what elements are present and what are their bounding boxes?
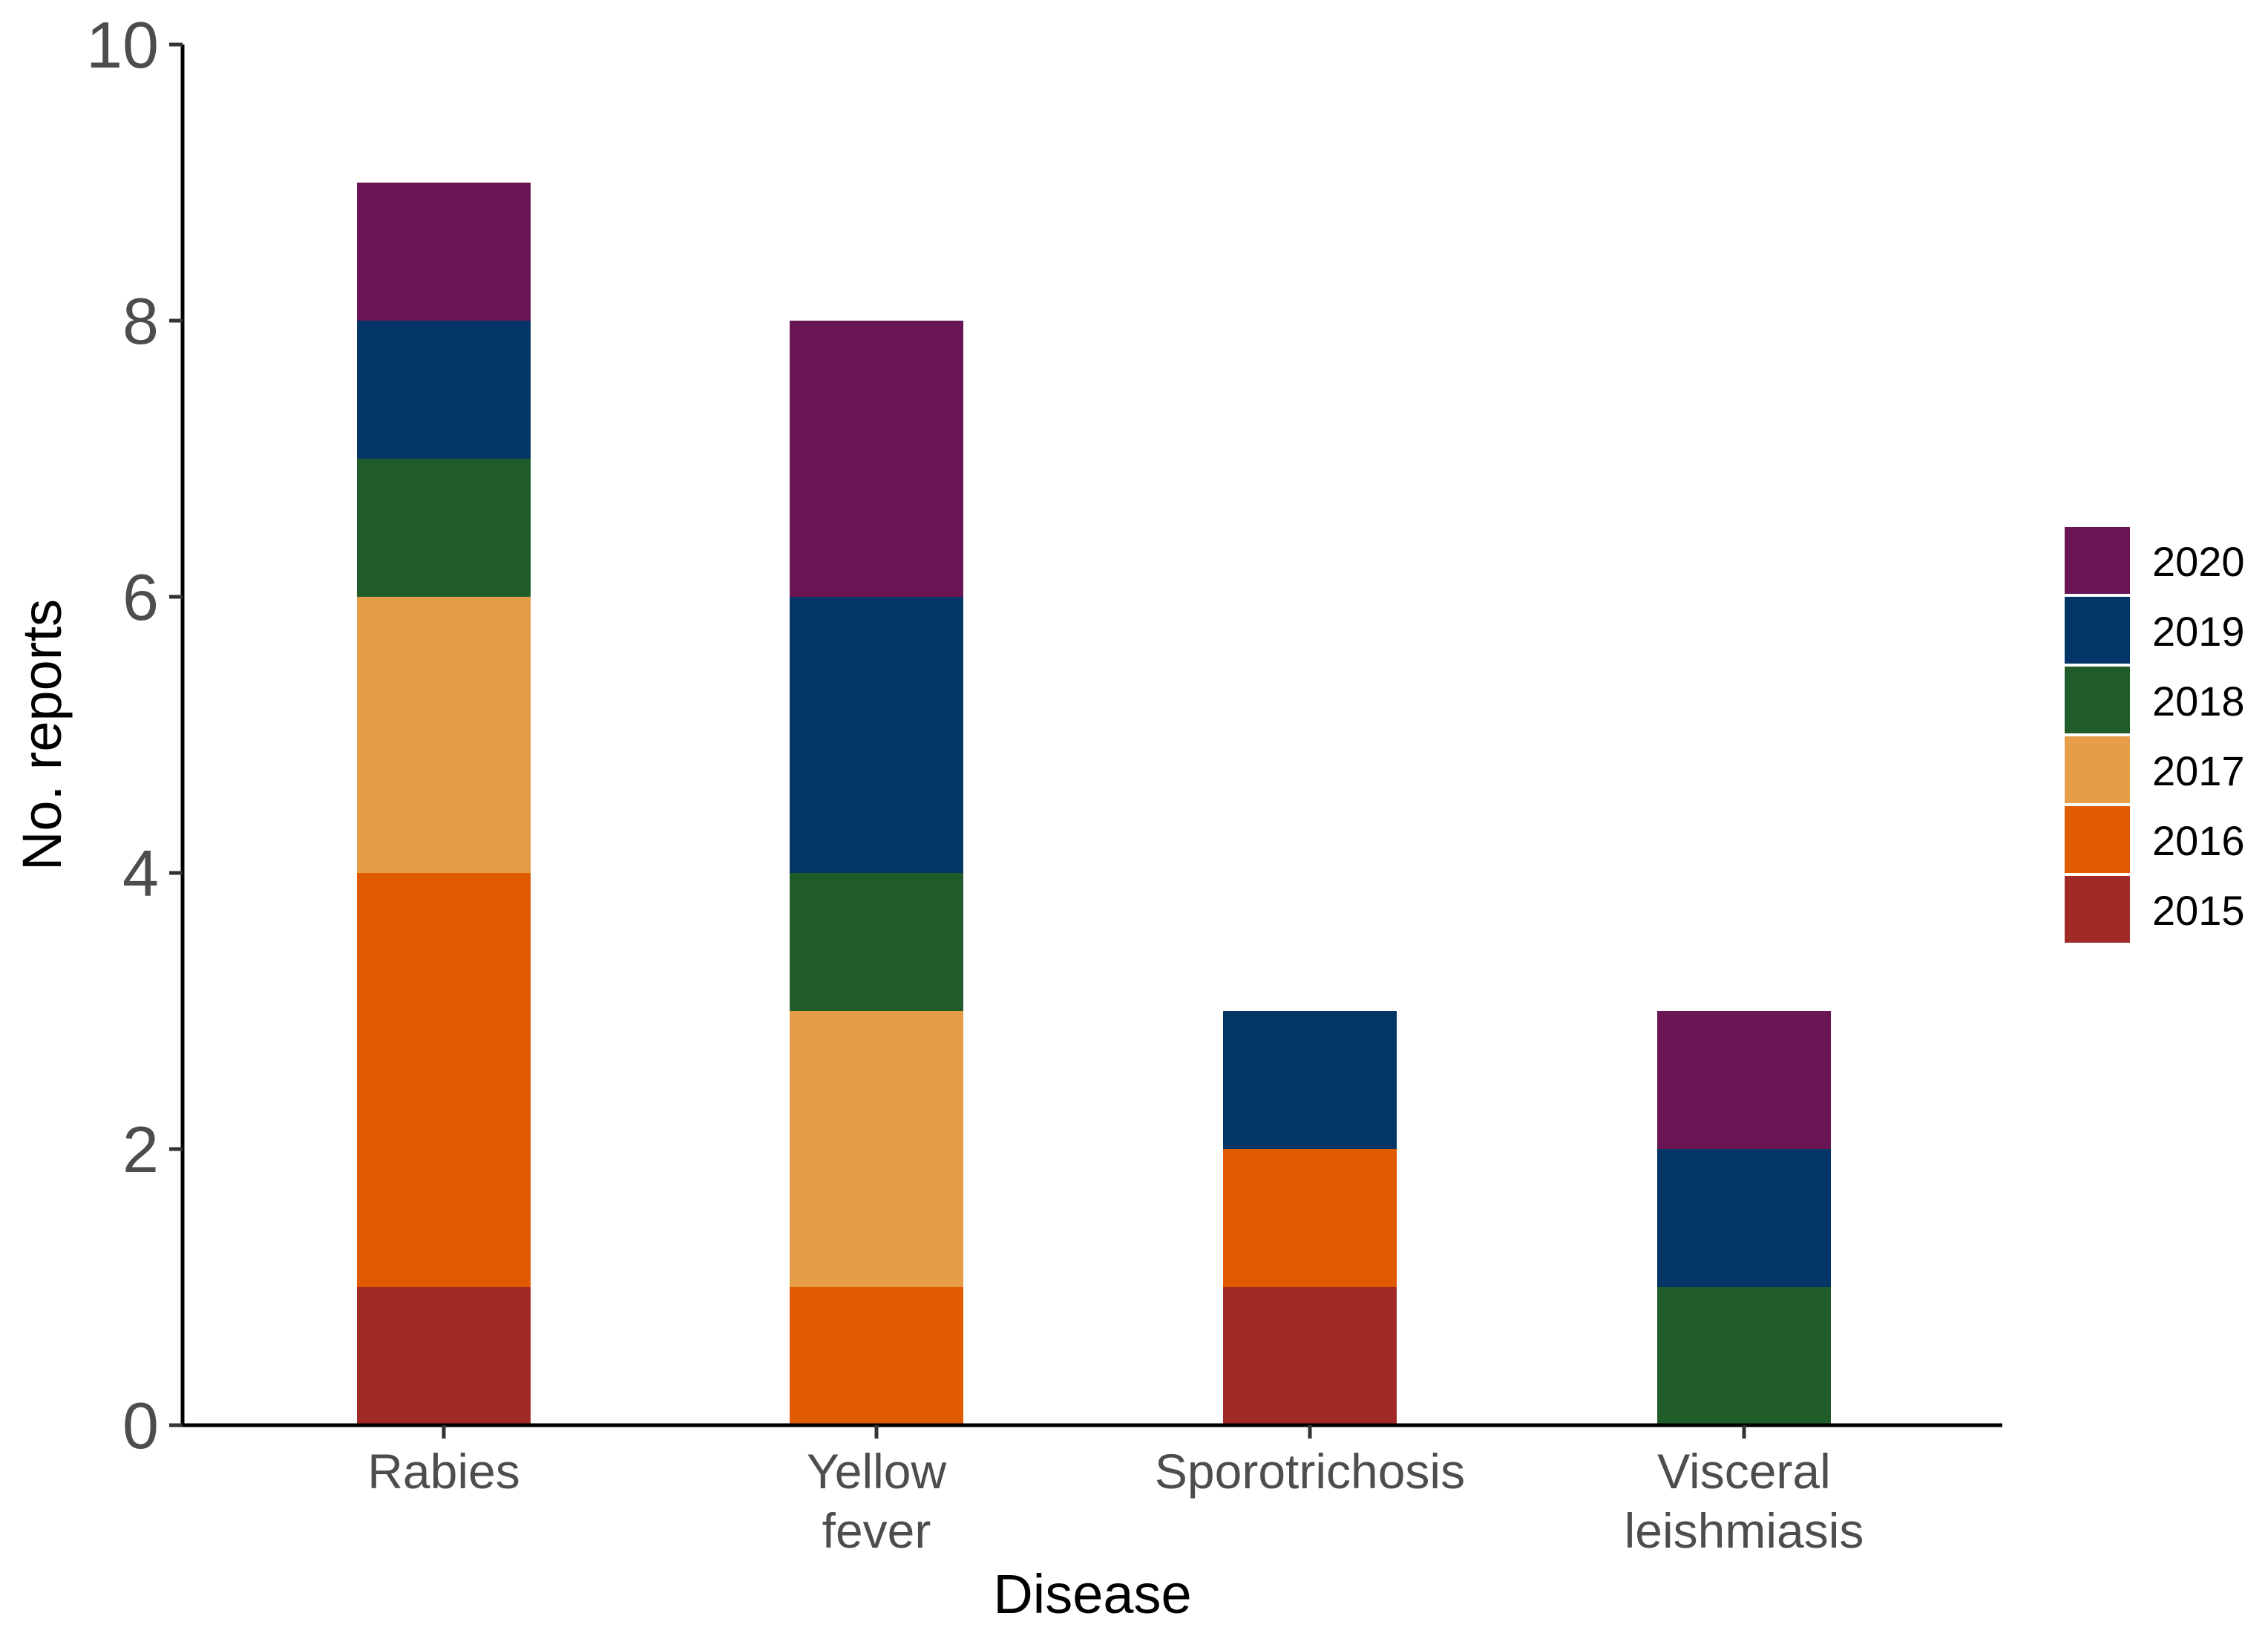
bar-segment-rabies-2017 <box>357 597 531 873</box>
legend-key-2015 <box>2065 876 2130 943</box>
bar-segment-yellow-fever-2020 <box>790 321 963 597</box>
y-tick-label: 2 <box>122 1113 159 1186</box>
x-tick-label-yellow-fever: fever <box>822 1503 931 1558</box>
bar-segment-rabies-2018 <box>357 459 531 597</box>
bar-segment-yellow-fever-2017 <box>790 1011 963 1287</box>
bar-segment-rabies-2019 <box>357 321 531 459</box>
legend-label-2015: 2015 <box>2152 887 2245 934</box>
bar-segment-yellow-fever-2018 <box>790 873 963 1011</box>
legend-key-2020 <box>2065 527 2130 594</box>
bar-segment-sporotrichosis-2015 <box>1223 1287 1397 1425</box>
bar-segment-visceral-leishmiasis-2018 <box>1657 1287 1831 1425</box>
bar-segment-rabies-2016 <box>357 873 531 1287</box>
y-tick-label: 10 <box>86 8 159 82</box>
x-tick-label-yellow-fever: Yellow <box>807 1444 947 1499</box>
bar-segment-sporotrichosis-2016 <box>1223 1149 1397 1287</box>
legend-key-2018 <box>2065 667 2130 733</box>
bar-segment-visceral-leishmiasis-2020 <box>1657 1011 1831 1149</box>
bar-segment-yellow-fever-2016 <box>790 1287 963 1425</box>
bar-segment-sporotrichosis-2019 <box>1223 1011 1397 1149</box>
x-tick-label-visceral-leishmiasis: Visceral <box>1657 1444 1831 1499</box>
legend-label-2018: 2018 <box>2152 678 2245 724</box>
bar-segment-yellow-fever-2019 <box>790 597 963 873</box>
legend-key-2016 <box>2065 806 2130 873</box>
legend-key-2017 <box>2065 736 2130 803</box>
legend-label-2020: 2020 <box>2152 538 2245 585</box>
x-tick-label-rabies: Rabies <box>367 1444 520 1499</box>
bar-segment-visceral-leishmiasis-2019 <box>1657 1149 1831 1287</box>
y-tick-label: 0 <box>122 1389 159 1462</box>
legend-label-2016: 2016 <box>2152 817 2245 864</box>
y-axis-title: No. reports <box>11 599 73 871</box>
x-axis-title: Disease <box>993 1563 1191 1625</box>
x-tick-label-visceral-leishmiasis: leishmiasis <box>1625 1503 1864 1558</box>
y-tick-label: 8 <box>122 284 159 358</box>
x-tick-label-sporotrichosis: Sporotrichosis <box>1155 1444 1465 1499</box>
legend-key-2019 <box>2065 597 2130 664</box>
bar-segment-rabies-2020 <box>357 183 531 321</box>
legend-label-2017: 2017 <box>2152 747 2245 794</box>
bar-segment-rabies-2015 <box>357 1287 531 1425</box>
y-tick-label: 4 <box>122 837 159 910</box>
y-tick-label: 6 <box>122 560 159 634</box>
legend-label-2019: 2019 <box>2152 608 2245 655</box>
